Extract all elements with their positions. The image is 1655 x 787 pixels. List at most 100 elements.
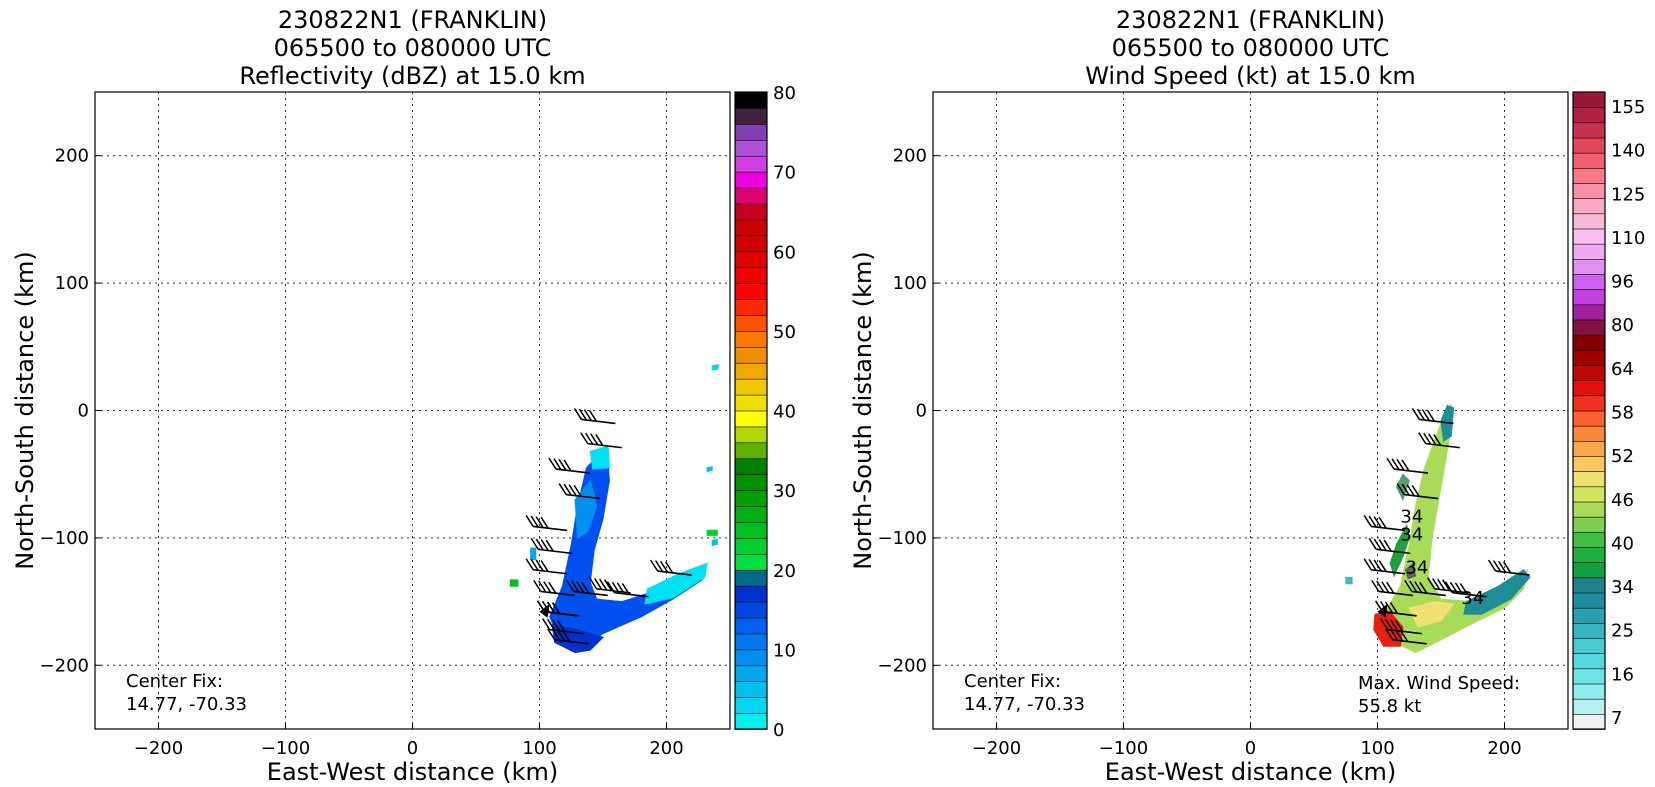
refl-colorbar-segment [734, 362, 768, 380]
wind-colorbar-segment [1572, 683, 1606, 700]
refl-data-region [706, 529, 718, 536]
wind-colorbar-segment [1572, 668, 1606, 685]
refl-colorbar-segment [734, 346, 768, 364]
refl-data-region [530, 547, 537, 561]
barb-staff [657, 570, 692, 576]
refl-colorbar-label: 80 [773, 83, 796, 104]
barb-feather [1427, 577, 1436, 590]
barb-feather [1395, 629, 1404, 642]
barb-feather [568, 484, 577, 497]
barb-feather [1432, 578, 1441, 590]
wind-colorbar-segment [1572, 319, 1606, 336]
wind-contour-label: 34 [1400, 524, 1423, 545]
wind-colorbar-segment [1572, 713, 1606, 730]
wind-colorbar-segment [1572, 167, 1606, 184]
barb-feather [588, 409, 598, 422]
refl-wind-barb [606, 581, 649, 598]
wind-ytick-label: 200 [893, 146, 927, 167]
barb-staff [549, 628, 584, 635]
refl-colorbar-segment [734, 569, 768, 587]
barb-staff [544, 610, 579, 617]
wind-wind-barb [1404, 580, 1446, 597]
wind-wind-barb [1371, 580, 1413, 597]
wind-xtick-label: −200 [972, 738, 1021, 759]
barb-feather [1416, 408, 1426, 421]
barb-staff [1392, 639, 1427, 645]
refl-center-fix-text: 14.77, -70.33 [126, 694, 247, 715]
refl-colorbar-label: 60 [773, 242, 796, 263]
wind-ytick-label: −100 [878, 528, 927, 549]
wind-colorbar-label: 155 [1611, 97, 1645, 118]
barb-feather [606, 581, 616, 594]
refl-colorbar-segment [734, 155, 768, 173]
barb-feather [530, 558, 539, 571]
refl-colorbar-segment [734, 107, 768, 125]
refl-colorbar-segment [734, 219, 768, 237]
barb-feather [1411, 408, 1421, 420]
barb-feather [566, 580, 575, 592]
barb-feather [1378, 560, 1387, 572]
wind-wind-barb [1368, 537, 1411, 555]
barb-feather [535, 516, 544, 529]
barb-feather [1401, 459, 1410, 472]
barb-feather [551, 602, 561, 614]
wind-colorbar-segment [1572, 213, 1606, 230]
wind-colorbar-segment [1572, 501, 1606, 518]
refl-wind-barb [525, 515, 568, 532]
wind-colorbar-label: 25 [1611, 621, 1634, 642]
wind-colorbar-segment [1572, 561, 1606, 579]
wind-contour-label: 34 [1405, 558, 1428, 579]
refl-colorbar-segment [734, 601, 768, 619]
barb-feather [576, 581, 585, 594]
barb-feather [604, 579, 613, 592]
barb-feather [589, 577, 598, 590]
barb-staff [1371, 568, 1406, 575]
wind-colorbar-label: 40 [1611, 533, 1634, 554]
barb-staff [1411, 590, 1446, 597]
wind-colorbar-segment [1572, 137, 1606, 154]
barb-feather [1371, 580, 1380, 592]
refl-ytick-label: −100 [40, 528, 89, 549]
refl-ytick-label: 0 [78, 401, 89, 422]
refl-xtick-label: 200 [649, 738, 683, 759]
barb-feather [595, 434, 604, 446]
refl-colorbar-segment [734, 410, 768, 428]
barb-feather [1487, 559, 1497, 572]
refl-colorbar-segment [734, 696, 768, 714]
barb-feather [562, 630, 571, 643]
barb-staff [1387, 628, 1422, 635]
refl-data-region [644, 562, 708, 605]
refl-wind-barb [573, 408, 616, 425]
wind-colorbar-segment [1572, 182, 1606, 199]
wind-colorbar-label: 16 [1611, 664, 1634, 685]
barb-feather [563, 483, 572, 496]
wind-title-line: 230822N1 (FRANKLIN) [1116, 6, 1385, 34]
wind-colorbar-segment [1572, 334, 1606, 351]
barb-staff [540, 590, 575, 597]
refl-xlabel: East-West distance (km) [267, 758, 558, 786]
barb-staff [533, 568, 568, 575]
wind-xtick-label: 0 [1245, 738, 1256, 759]
barb-feather [540, 560, 549, 572]
wind-ytick-label: 100 [893, 273, 927, 294]
refl-colorbar-segment [734, 473, 768, 491]
barb-feather [594, 578, 603, 590]
barb-feather [558, 483, 567, 495]
refl-ytick-label: −200 [40, 655, 89, 676]
barb-feather [621, 583, 631, 595]
barb-feather [664, 561, 674, 574]
refl-colorbar-segment [734, 585, 768, 603]
refl-colorbar-segment [734, 617, 768, 635]
barb-staff [533, 525, 568, 532]
refl-colorbar-segment [734, 187, 768, 205]
refl-colorbar-segment [734, 489, 768, 507]
barb-staff [1495, 570, 1530, 576]
barb-feather [654, 560, 664, 573]
barb-feather [542, 618, 551, 631]
wind-center-fix-text: Center Fix: [964, 671, 1061, 692]
refl-colorbar-segment [734, 298, 768, 316]
refl-colorbar-segment [734, 235, 768, 253]
refl-colorbar-label: 0 [773, 720, 784, 741]
barb-feather [1386, 581, 1395, 594]
barb-feather [533, 580, 542, 592]
